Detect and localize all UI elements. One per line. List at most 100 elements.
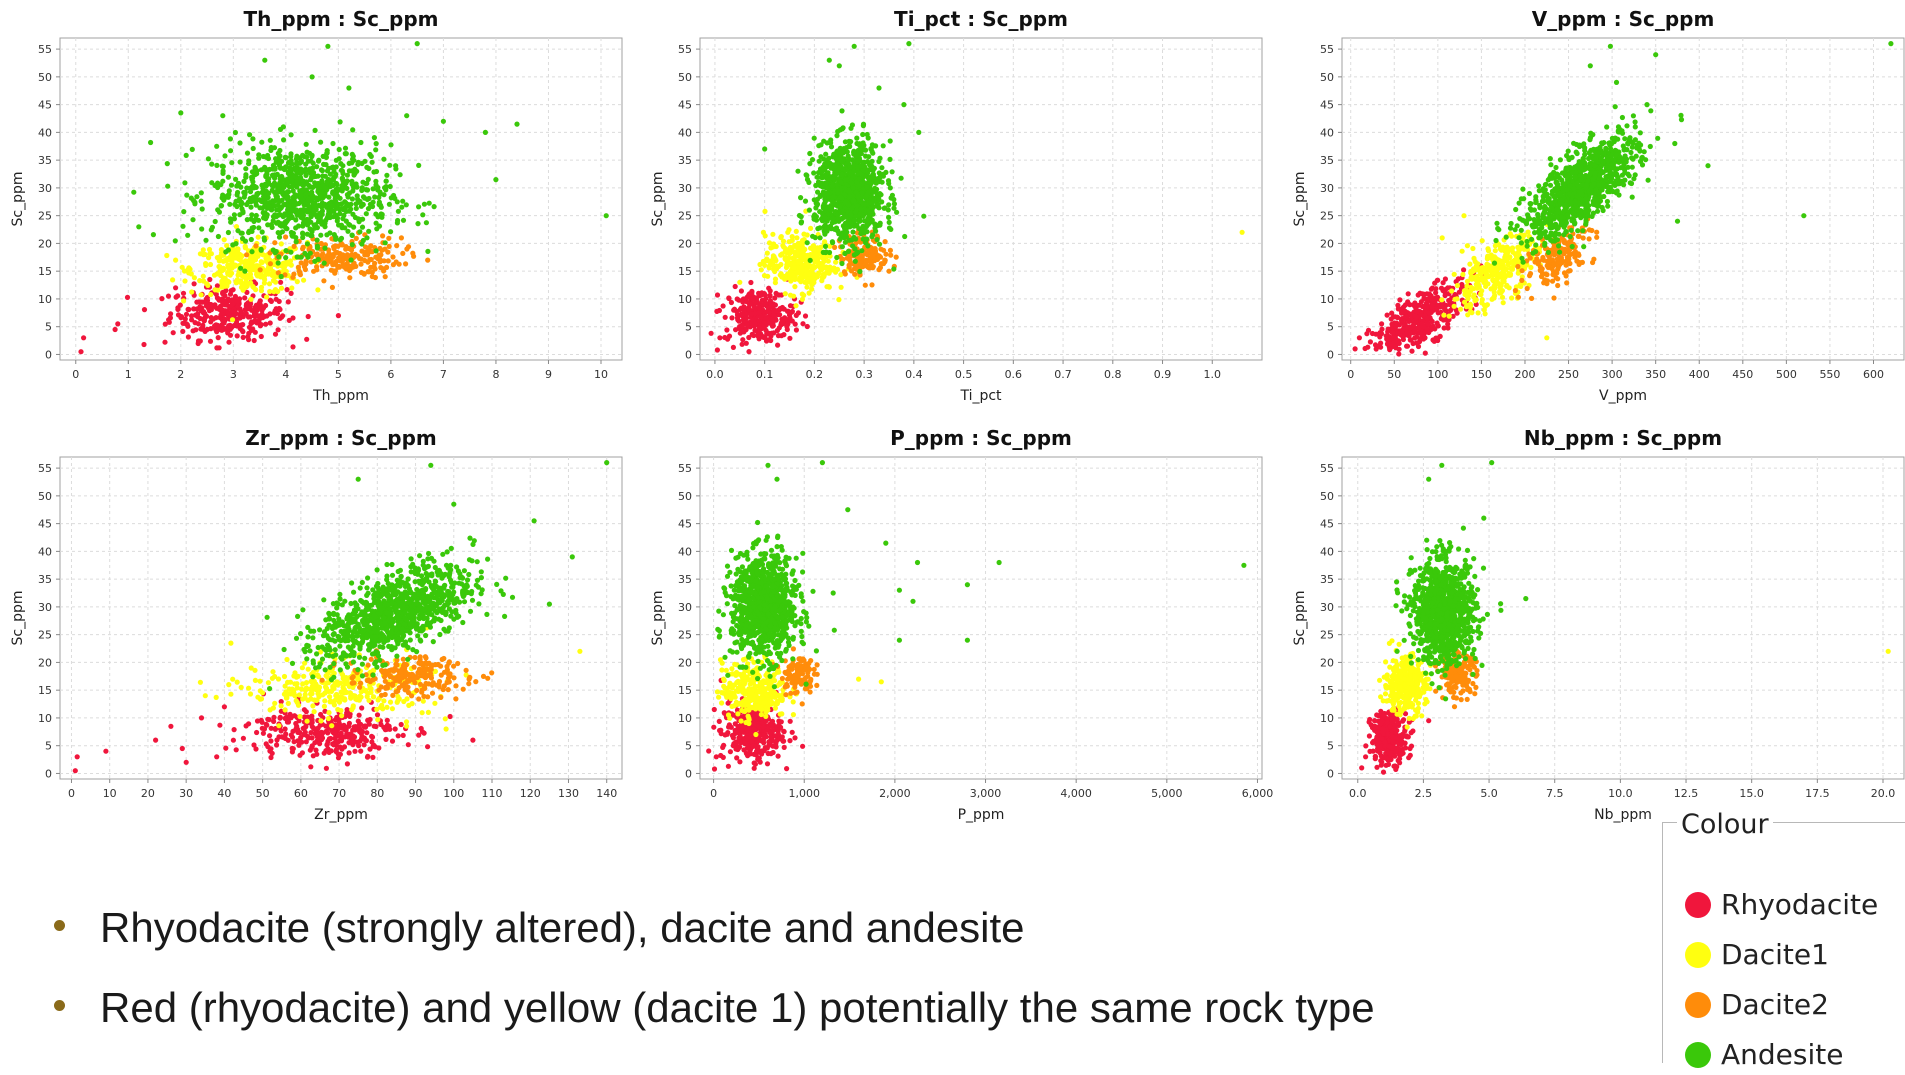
data-point bbox=[276, 213, 281, 218]
data-point bbox=[892, 201, 897, 206]
data-point bbox=[1467, 262, 1472, 267]
data-point bbox=[1440, 235, 1445, 240]
data-point bbox=[246, 161, 251, 166]
data-point bbox=[395, 220, 400, 225]
data-point bbox=[830, 239, 835, 244]
data-point bbox=[342, 265, 347, 270]
data-point bbox=[1516, 295, 1521, 300]
data-point bbox=[873, 143, 878, 148]
data-point bbox=[262, 238, 267, 243]
data-point bbox=[373, 212, 378, 217]
data-point bbox=[1581, 235, 1586, 240]
data-point bbox=[335, 216, 340, 221]
data-point bbox=[372, 135, 377, 140]
data-point bbox=[1548, 156, 1553, 161]
data-point bbox=[334, 164, 339, 169]
data-point bbox=[301, 213, 306, 218]
data-point bbox=[762, 146, 767, 151]
data-point bbox=[248, 205, 253, 210]
data-point bbox=[209, 180, 214, 185]
data-point bbox=[823, 244, 828, 249]
data-point bbox=[800, 321, 805, 326]
data-point bbox=[1391, 343, 1396, 348]
y-tick-label: 50 bbox=[678, 71, 692, 84]
chart-title: Th_ppm : Sc_ppm bbox=[243, 7, 438, 31]
data-point bbox=[872, 199, 877, 204]
data-point bbox=[181, 209, 186, 214]
data-point bbox=[373, 179, 378, 184]
data-point bbox=[1364, 331, 1369, 336]
data-point bbox=[189, 289, 194, 294]
data-point bbox=[899, 176, 904, 181]
data-point bbox=[881, 143, 886, 148]
data-point bbox=[258, 267, 263, 272]
data-point bbox=[391, 262, 396, 267]
data-point bbox=[744, 322, 749, 327]
x-axis-label: V_ppm bbox=[1599, 388, 1647, 404]
data-point bbox=[254, 171, 259, 176]
data-point bbox=[250, 136, 255, 141]
data-point bbox=[323, 162, 328, 167]
data-point bbox=[822, 272, 827, 277]
data-point bbox=[311, 161, 316, 166]
data-point bbox=[1550, 247, 1555, 252]
x-tick-label: 350 bbox=[1645, 368, 1666, 381]
data-point bbox=[279, 241, 284, 246]
data-point bbox=[186, 334, 191, 339]
data-point bbox=[1448, 308, 1453, 313]
data-point bbox=[739, 288, 744, 293]
data-point bbox=[294, 209, 299, 214]
data-point bbox=[323, 174, 328, 179]
data-point bbox=[208, 262, 213, 267]
data-point bbox=[1469, 310, 1474, 315]
data-point bbox=[184, 312, 189, 317]
data-point bbox=[383, 240, 388, 245]
data-point bbox=[270, 273, 275, 278]
data-point bbox=[288, 250, 293, 255]
data-point bbox=[819, 216, 824, 221]
y-tick-label: 40 bbox=[38, 126, 52, 139]
data-point bbox=[805, 240, 810, 245]
data-point bbox=[802, 273, 807, 278]
data-point bbox=[184, 153, 189, 158]
data-point bbox=[200, 327, 205, 332]
data-point bbox=[388, 142, 393, 147]
data-point bbox=[277, 307, 282, 312]
data-point bbox=[1407, 330, 1412, 335]
data-point bbox=[870, 159, 875, 164]
data-point bbox=[1400, 321, 1405, 326]
data-point bbox=[818, 235, 823, 240]
data-point bbox=[1491, 295, 1496, 300]
data-point bbox=[860, 132, 865, 137]
data-point bbox=[857, 176, 862, 181]
data-point bbox=[878, 175, 883, 180]
data-point bbox=[850, 229, 855, 234]
data-point bbox=[241, 179, 246, 184]
data-point bbox=[315, 174, 320, 179]
data-point bbox=[344, 219, 349, 224]
data-point bbox=[1403, 302, 1408, 307]
data-point bbox=[226, 247, 231, 252]
data-point bbox=[715, 292, 720, 297]
data-point bbox=[1544, 281, 1549, 286]
data-point bbox=[1412, 329, 1417, 334]
data-point bbox=[808, 258, 813, 263]
data-point bbox=[753, 301, 758, 306]
data-point bbox=[853, 259, 858, 264]
data-point bbox=[175, 305, 180, 310]
y-tick-label: 45 bbox=[38, 99, 52, 112]
data-point bbox=[364, 165, 369, 170]
data-point bbox=[320, 183, 325, 188]
y-axis-label: Sc_ppm bbox=[10, 172, 26, 227]
data-point bbox=[767, 240, 772, 245]
data-point bbox=[847, 194, 852, 199]
data-point bbox=[315, 287, 320, 292]
data-point bbox=[245, 261, 250, 266]
data-point bbox=[253, 243, 258, 248]
data-point bbox=[373, 266, 378, 271]
data-point bbox=[384, 173, 389, 178]
data-point bbox=[891, 197, 896, 202]
data-point bbox=[229, 309, 234, 314]
data-point bbox=[186, 307, 191, 312]
x-tick-label: 0.8 bbox=[1104, 368, 1122, 381]
